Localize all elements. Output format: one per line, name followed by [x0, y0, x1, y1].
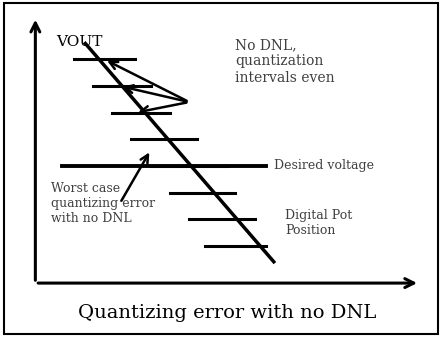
Text: No DNL,
quantization
intervals even: No DNL, quantization intervals even: [235, 38, 335, 85]
Text: VOUT: VOUT: [57, 35, 103, 50]
Text: Digital Pot
Position: Digital Pot Position: [286, 209, 353, 237]
Text: Quantizing error with no DNL: Quantizing error with no DNL: [78, 304, 377, 323]
Text: Worst case
quantizing error
with no DNL: Worst case quantizing error with no DNL: [51, 182, 155, 225]
Text: Desired voltage: Desired voltage: [274, 159, 374, 173]
